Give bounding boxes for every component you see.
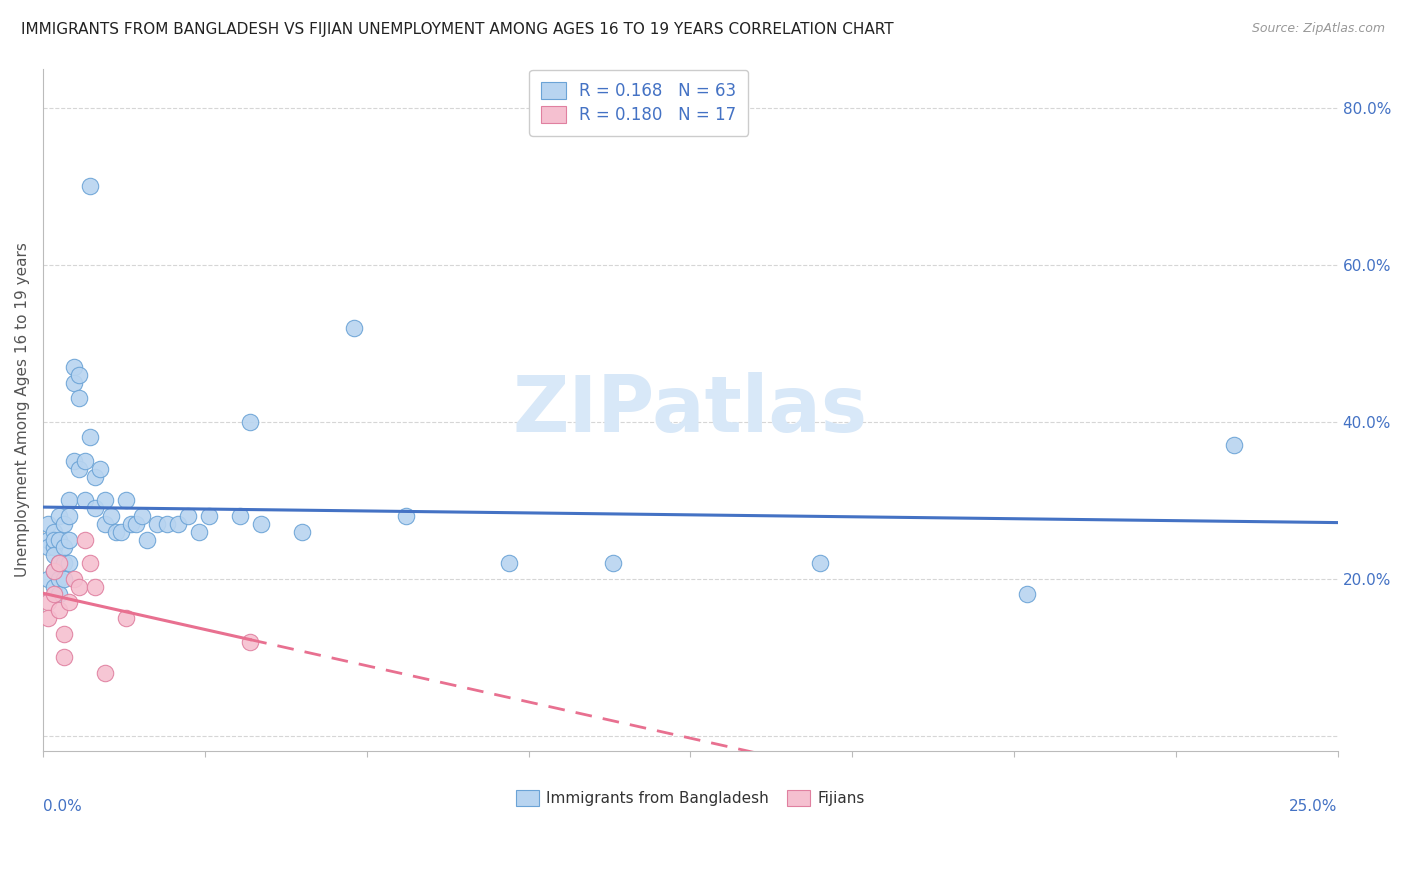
Point <box>58 493 80 508</box>
Point <box>100 508 122 523</box>
Point <box>84 469 107 483</box>
Point <box>42 541 65 555</box>
Point <box>79 179 101 194</box>
Point <box>58 508 80 523</box>
Point <box>48 572 70 586</box>
Legend: Immigrants from Bangladesh, Fijians: Immigrants from Bangladesh, Fijians <box>509 784 872 812</box>
Text: IMMIGRANTS FROM BANGLADESH VS FIJIAN UNEMPLOYMENT AMONG AGES 16 TO 19 YEARS CORR: IMMIGRANTS FROM BANGLADESH VS FIJIAN UNE… <box>21 22 894 37</box>
Point <box>187 524 209 539</box>
Point <box>58 533 80 547</box>
Point <box>42 524 65 539</box>
Point <box>52 556 75 570</box>
Y-axis label: Unemployment Among Ages 16 to 19 years: Unemployment Among Ages 16 to 19 years <box>15 243 30 577</box>
Point <box>110 524 132 539</box>
Point <box>115 611 138 625</box>
Point <box>73 533 96 547</box>
Text: 25.0%: 25.0% <box>1289 799 1337 814</box>
Point <box>37 533 59 547</box>
Text: Source: ZipAtlas.com: Source: ZipAtlas.com <box>1251 22 1385 36</box>
Point <box>135 533 157 547</box>
Point <box>395 508 418 523</box>
Point <box>67 462 90 476</box>
Point <box>52 516 75 531</box>
Point <box>37 611 59 625</box>
Point <box>42 564 65 578</box>
Point <box>42 533 65 547</box>
Point <box>37 541 59 555</box>
Point <box>177 508 200 523</box>
Point <box>104 524 127 539</box>
Point <box>52 541 75 555</box>
Point <box>125 516 148 531</box>
Point <box>120 516 142 531</box>
Point <box>48 587 70 601</box>
Point <box>84 501 107 516</box>
Point <box>94 493 117 508</box>
Point <box>48 508 70 523</box>
Point <box>42 564 65 578</box>
Point <box>1015 587 1038 601</box>
Point <box>48 556 70 570</box>
Point <box>63 376 86 390</box>
Point <box>42 587 65 601</box>
Point <box>115 493 138 508</box>
Point <box>291 524 314 539</box>
Point <box>198 508 221 523</box>
Text: 0.0%: 0.0% <box>44 799 82 814</box>
Point <box>67 391 90 405</box>
Point <box>498 556 520 570</box>
Text: ZIPatlas: ZIPatlas <box>513 372 868 448</box>
Point <box>42 548 65 562</box>
Point <box>67 368 90 382</box>
Point <box>73 493 96 508</box>
Point <box>37 572 59 586</box>
Point <box>67 580 90 594</box>
Point <box>63 572 86 586</box>
Point <box>94 516 117 531</box>
Point <box>52 650 75 665</box>
Point <box>63 359 86 374</box>
Point <box>84 580 107 594</box>
Point <box>1223 438 1246 452</box>
Point <box>156 516 179 531</box>
Point <box>602 556 624 570</box>
Point <box>63 454 86 468</box>
Point <box>48 533 70 547</box>
Point <box>48 603 70 617</box>
Point <box>229 508 252 523</box>
Point <box>52 572 75 586</box>
Point <box>58 595 80 609</box>
Point <box>89 462 111 476</box>
Point <box>94 665 117 680</box>
Point <box>166 516 188 531</box>
Point <box>79 430 101 444</box>
Point <box>79 556 101 570</box>
Point <box>73 454 96 468</box>
Point <box>37 516 59 531</box>
Point <box>42 580 65 594</box>
Point <box>146 516 169 531</box>
Point <box>239 634 262 648</box>
Point <box>249 516 271 531</box>
Point <box>239 415 262 429</box>
Point <box>52 626 75 640</box>
Point <box>131 508 153 523</box>
Point <box>58 556 80 570</box>
Point <box>808 556 831 570</box>
Point <box>343 320 366 334</box>
Point <box>48 556 70 570</box>
Point <box>37 595 59 609</box>
